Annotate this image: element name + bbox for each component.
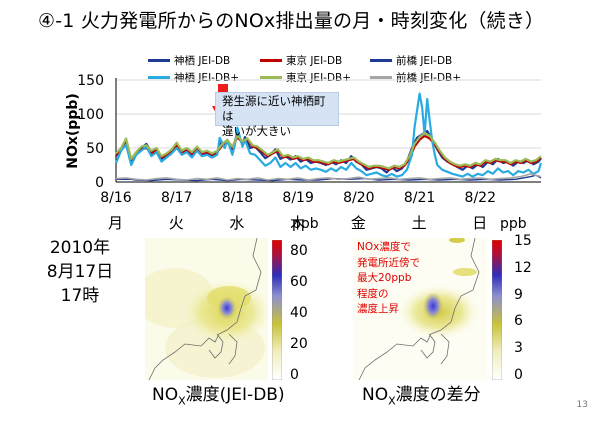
colorbar-unit: ppb: [292, 216, 319, 232]
day-of-week-label: 土: [411, 214, 427, 232]
series-line: [114, 92, 543, 178]
legend-item: 前橋 JEI-DB+: [370, 70, 461, 85]
legend-item: 前橋 JEI-DB: [370, 53, 452, 68]
map-annotation: NOx濃度で 発電所近傍で 最大20ppb 程度の 濃度上昇: [357, 240, 420, 318]
legend-swatch: [370, 59, 392, 62]
legend-swatch: [260, 59, 282, 62]
date-day: 8月17日: [46, 262, 114, 282]
caption-sub: X: [388, 394, 396, 408]
colorbar-tick-label: 12: [514, 259, 532, 276]
legend-label: 前橋 JEI-DB: [396, 55, 453, 67]
chart-legend: 神栖 JEI-DB 東京 JEI-DB 前橋 JEI-DB 神栖 JEI-DB+…: [148, 53, 468, 87]
legend-label: 東京 JEI-DB+: [286, 72, 352, 84]
caption-rest: 濃度の差分: [395, 385, 481, 405]
legend-swatch: [148, 76, 170, 79]
map-caption-jei-db: NOX濃度(JEI-DB): [152, 380, 285, 407]
day-of-week-label: 木: [290, 214, 306, 232]
series-line: [115, 131, 542, 170]
day-of-week-label: 火: [168, 214, 184, 232]
day-of-week-label: 水: [229, 214, 245, 232]
x-tick-label: 8/16: [100, 190, 132, 206]
colorbar-tick-label: 20: [290, 336, 308, 352]
colorbar-unit: ppb: [500, 216, 527, 232]
colorbar-tick-label: 6: [514, 313, 523, 330]
date-time-label: 2010年 8月17日 17時: [40, 236, 120, 308]
legend-swatch: [370, 76, 392, 79]
x-tick-label: 8/22: [465, 190, 496, 206]
colorbar-tick-label: 9: [514, 286, 523, 303]
colorbar-jei-db: [272, 240, 282, 380]
colorbar-tick-label: 40: [290, 305, 308, 321]
day-of-week-label: 日: [472, 214, 488, 232]
legend-item: 神栖 JEI-DB+: [148, 70, 239, 85]
y-axis-label: NOx(ppb): [65, 93, 81, 169]
legend-label: 神栖 JEI-DB+: [174, 72, 240, 84]
colorbar-difference: [492, 240, 502, 380]
legend-item: 東京 JEI-DB: [260, 53, 342, 68]
x-tick-label: 8/21: [404, 190, 435, 206]
date-year: 2010年: [49, 238, 111, 258]
colorbar-tick-label: 3: [514, 340, 523, 357]
y-tick-label: 50: [86, 141, 104, 157]
nox-timeseries-chart: 0 50 100 150 NOx(ppb) 8/16 8/17 8/18 8/19 8/20 8/2…: [65, 73, 543, 206]
slide-title: ④-1 火力発電所からのNOx排出量の月・時刻変化（続き）: [38, 10, 545, 32]
colorbar-tick-label: 80: [290, 243, 308, 259]
slide-number: 13: [576, 400, 588, 410]
y-tick-label: 0: [95, 175, 104, 191]
map-caption-difference: NOX濃度の差分: [362, 380, 481, 407]
legend-item: 東京 JEI-DB+: [260, 70, 351, 85]
map-image: [145, 238, 268, 380]
colorbar-tick-label: 0: [290, 367, 299, 383]
series-line: [115, 173, 542, 181]
series-line: [115, 134, 542, 171]
callout-line: 発生源に近い神栖町は: [222, 94, 326, 123]
day-of-week-label: 金: [350, 214, 366, 232]
annotation-line: 濃度上昇: [357, 303, 399, 315]
caption-main: NO: [362, 385, 389, 405]
x-tick-label: 8/18: [222, 190, 253, 206]
annotation-line: NOx濃度で: [357, 241, 411, 253]
caption-rest: 濃度(JEI-DB): [185, 385, 285, 405]
nox-concentration-map: [145, 238, 268, 380]
colorbar-tick-label: 15: [514, 233, 532, 249]
caption-main: NO: [152, 385, 179, 405]
caption-sub: X: [178, 394, 186, 408]
legend-label: 東京 JEI-DB: [286, 55, 343, 67]
annotation-line: 程度の: [357, 287, 389, 300]
callout-line: 違いが大きい: [222, 124, 291, 138]
x-tick-label: 8/17: [161, 190, 192, 206]
nox-difference-map: [353, 238, 487, 380]
annotation-line: 最大20ppb: [357, 272, 412, 284]
legend-swatch: [148, 59, 170, 62]
legend-label: 神栖 JEI-DB: [174, 55, 231, 67]
legend-label: 前橋 JEI-DB+: [396, 72, 462, 84]
date-hour: 17時: [60, 286, 100, 306]
legend-item: 神栖 JEI-DB: [148, 53, 230, 68]
day-of-week-label: 月: [108, 214, 124, 232]
legend-swatch: [260, 76, 282, 79]
map-image: [353, 238, 487, 380]
y-tick-label: 150: [77, 73, 104, 89]
annotation-line: 発電所近傍で: [357, 256, 420, 269]
colorbar-tick-label: 60: [290, 274, 308, 290]
callout-box: 発生源に近い神栖町は 違いが大きい: [215, 92, 339, 138]
x-tick-label: 8/20: [343, 190, 374, 206]
x-tick-label: 8/19: [282, 190, 313, 206]
y-tick-label: 100: [77, 107, 104, 123]
colorbar-tick-label: 0: [514, 367, 523, 383]
